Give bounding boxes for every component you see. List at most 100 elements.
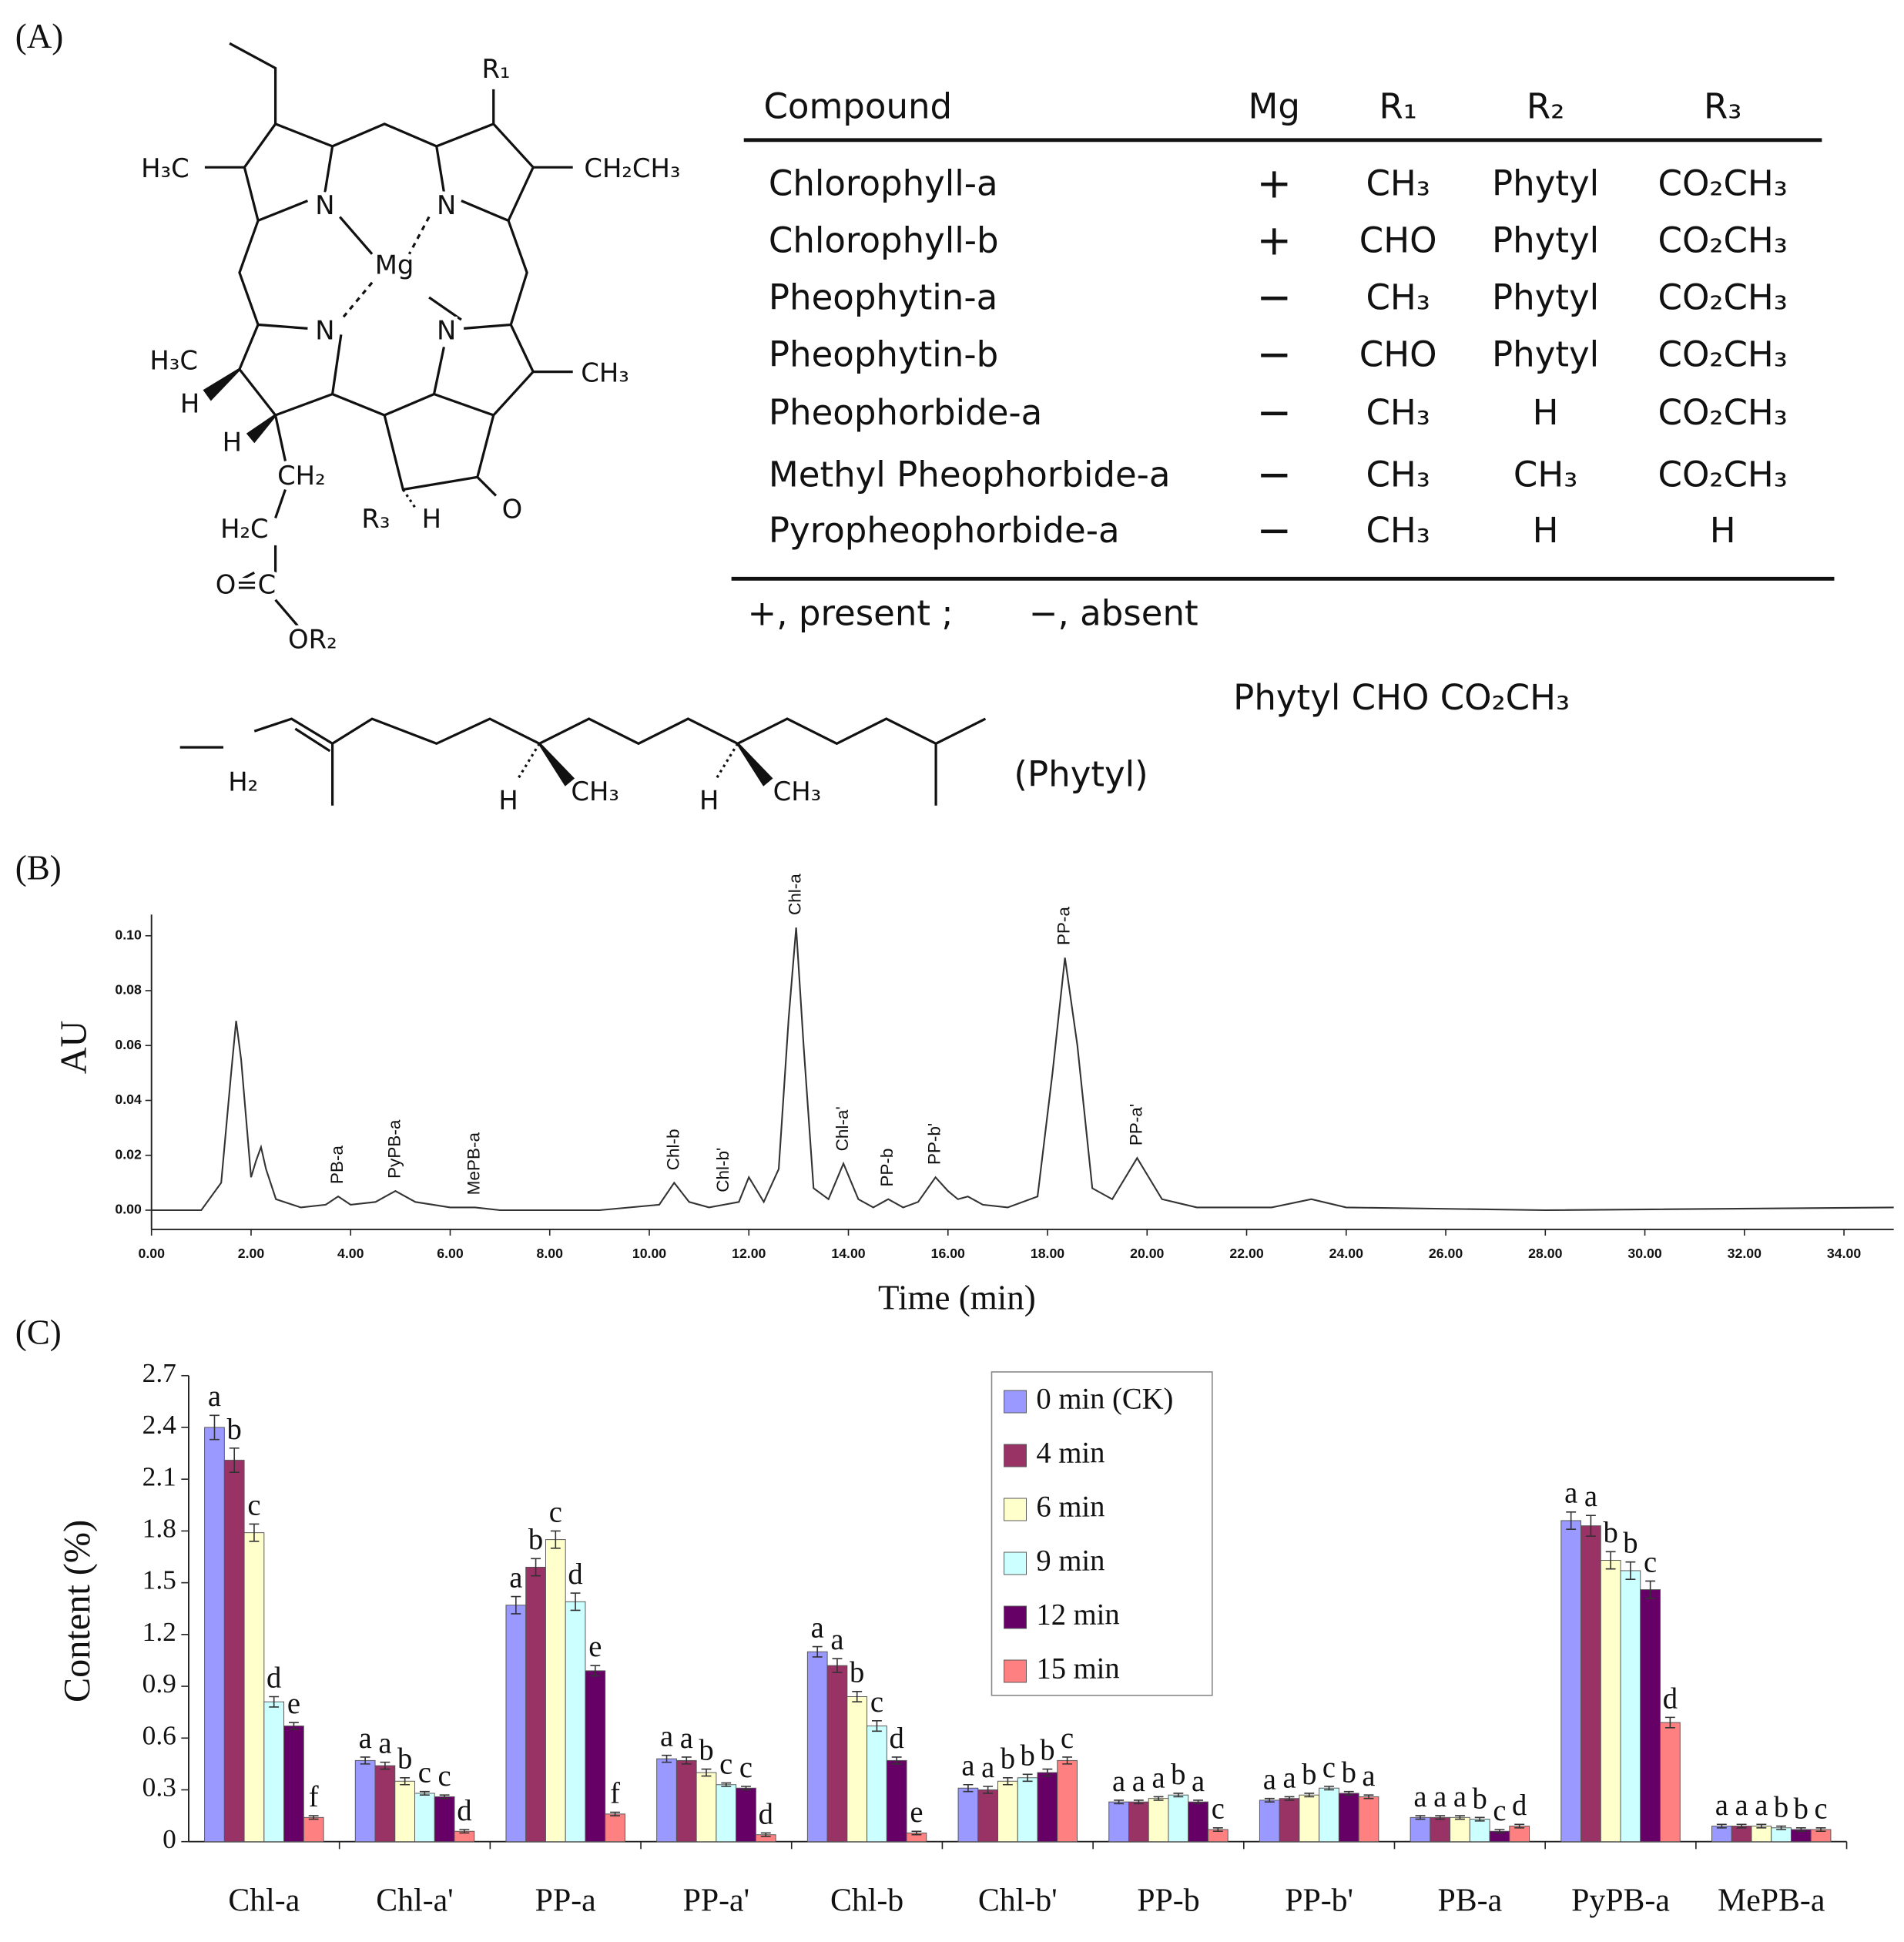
bar — [1430, 1816, 1451, 1843]
error-bar — [400, 1776, 411, 1786]
bar-chart: 00.30.60.91.21.51.82.12.42.7Chl-aabcdefC… — [57, 1357, 1848, 1919]
significance-letter: a — [830, 1624, 843, 1656]
table-cell: Chlorophyll-a — [769, 163, 998, 203]
significance-letter: c — [739, 1752, 753, 1784]
table-cell: Phytyl — [1492, 163, 1599, 203]
bar — [846, 1696, 868, 1843]
legend-label: 9 min — [1036, 1545, 1105, 1577]
peak-label: Chl-a' — [833, 1106, 852, 1151]
trace — [151, 927, 1894, 1212]
y-tick-label: 0 — [163, 1823, 176, 1854]
significance-letter: a — [378, 1728, 391, 1760]
significance-letter: c — [1061, 1722, 1074, 1755]
table-cell: Pheophorbide-a — [769, 392, 1042, 433]
significance-letter: a — [1263, 1764, 1276, 1796]
bar — [434, 1796, 455, 1843]
significance-letter: b — [1302, 1759, 1316, 1791]
table-cell: Pyropheophorbide-a — [769, 510, 1120, 551]
error-bar — [1756, 1823, 1767, 1829]
table-cell: CO₂CH₃ — [1658, 220, 1788, 260]
significance-letter: d — [1663, 1682, 1678, 1715]
x-tick-label: Chl-b — [830, 1883, 903, 1919]
y-tick-label: 1.2 — [142, 1616, 176, 1647]
table-cell: CH₃ — [1366, 277, 1430, 317]
table-cell: H — [1533, 510, 1559, 551]
significance-letter: b — [528, 1524, 543, 1556]
significance-letter: b — [1001, 1743, 1015, 1776]
bar — [806, 1651, 828, 1843]
legend-swatch — [1004, 1444, 1027, 1467]
x-tick-label: 32.00 — [1728, 1246, 1762, 1261]
x-tick-label: 26.00 — [1429, 1246, 1463, 1261]
bar — [1168, 1794, 1189, 1843]
panel-label: (A) — [15, 17, 64, 55]
table-cell: Pheophytin-b — [769, 334, 998, 374]
x-tick-label: Chl-b' — [978, 1883, 1058, 1919]
table-cell: CH₃ — [1366, 454, 1430, 495]
table-cell: CO₂CH₃ — [1658, 392, 1788, 433]
significance-letter: d — [568, 1558, 582, 1591]
peak-label: Chl-b — [663, 1129, 682, 1170]
error-bar — [531, 1558, 541, 1577]
bar — [977, 1789, 999, 1843]
bar — [605, 1813, 625, 1843]
significance-letter: a — [811, 1612, 824, 1644]
table-cell: CH₃ — [1366, 163, 1430, 203]
error-bar — [1815, 1826, 1826, 1833]
x-tick-label: Chl-a' — [376, 1883, 453, 1919]
table-cell: − — [1256, 272, 1292, 321]
y-tick-label: 0.3 — [142, 1772, 176, 1803]
atom-label: R₁ — [481, 54, 510, 84]
error-bar — [229, 1447, 240, 1474]
bar — [243, 1532, 265, 1843]
significance-letter: e — [287, 1688, 300, 1720]
x-axis-label: Time (min) — [878, 1279, 1036, 1317]
atom-label: N — [437, 190, 456, 220]
bar — [1299, 1794, 1320, 1843]
significance-letter: a — [1282, 1762, 1296, 1794]
bar — [263, 1701, 285, 1843]
table-cell: Methyl Pheophorbide-a — [769, 454, 1171, 495]
significance-letter: f — [610, 1778, 620, 1810]
significance-letter: b — [1473, 1783, 1487, 1815]
bar — [303, 1816, 324, 1843]
error-bar — [1153, 1796, 1164, 1801]
atom-label: N — [315, 316, 334, 346]
atom-label: OR₂ — [288, 624, 337, 654]
significance-letter: b — [397, 1743, 412, 1776]
table-header: R₂ — [1527, 86, 1564, 127]
table-cell: Pheophytin-a — [769, 277, 997, 317]
structure — [179, 42, 987, 806]
atom-label: Mg — [375, 250, 414, 280]
significance-letter: b — [1040, 1735, 1054, 1767]
atom-label: H₃C — [149, 345, 198, 375]
x-tick-label: 10.00 — [632, 1246, 666, 1261]
bar — [525, 1566, 546, 1843]
x-tick-label: 28.00 — [1528, 1246, 1562, 1261]
y-axis-label: AU — [53, 1021, 94, 1075]
error-bar — [1304, 1793, 1315, 1798]
legend-label: 4 min — [1036, 1437, 1105, 1469]
error-bar — [911, 1830, 922, 1836]
legend-label: 0 min (CK) — [1036, 1383, 1173, 1415]
error-bar — [721, 1782, 732, 1787]
error-bar — [360, 1756, 370, 1765]
significance-letter: a — [1132, 1766, 1145, 1798]
atom-label: H — [180, 389, 199, 419]
significance-letter: a — [1362, 1760, 1375, 1793]
error-bar — [741, 1786, 751, 1791]
error-bar — [439, 1794, 450, 1799]
significance-letter: b — [1171, 1759, 1185, 1791]
atom-label: N — [437, 316, 456, 346]
x-tick-label: MePB-a — [1718, 1883, 1825, 1919]
table-header: R₃ — [1704, 86, 1741, 127]
peak-label: MePB-a — [464, 1132, 484, 1196]
significance-letter: a — [359, 1722, 372, 1755]
atom-label: CH₂ — [277, 461, 326, 491]
bar — [545, 1539, 566, 1843]
error-bar — [288, 1722, 299, 1730]
bar — [1358, 1796, 1379, 1843]
error-bar — [1494, 1829, 1505, 1834]
y-axis-label: Content (%) — [57, 1520, 98, 1702]
